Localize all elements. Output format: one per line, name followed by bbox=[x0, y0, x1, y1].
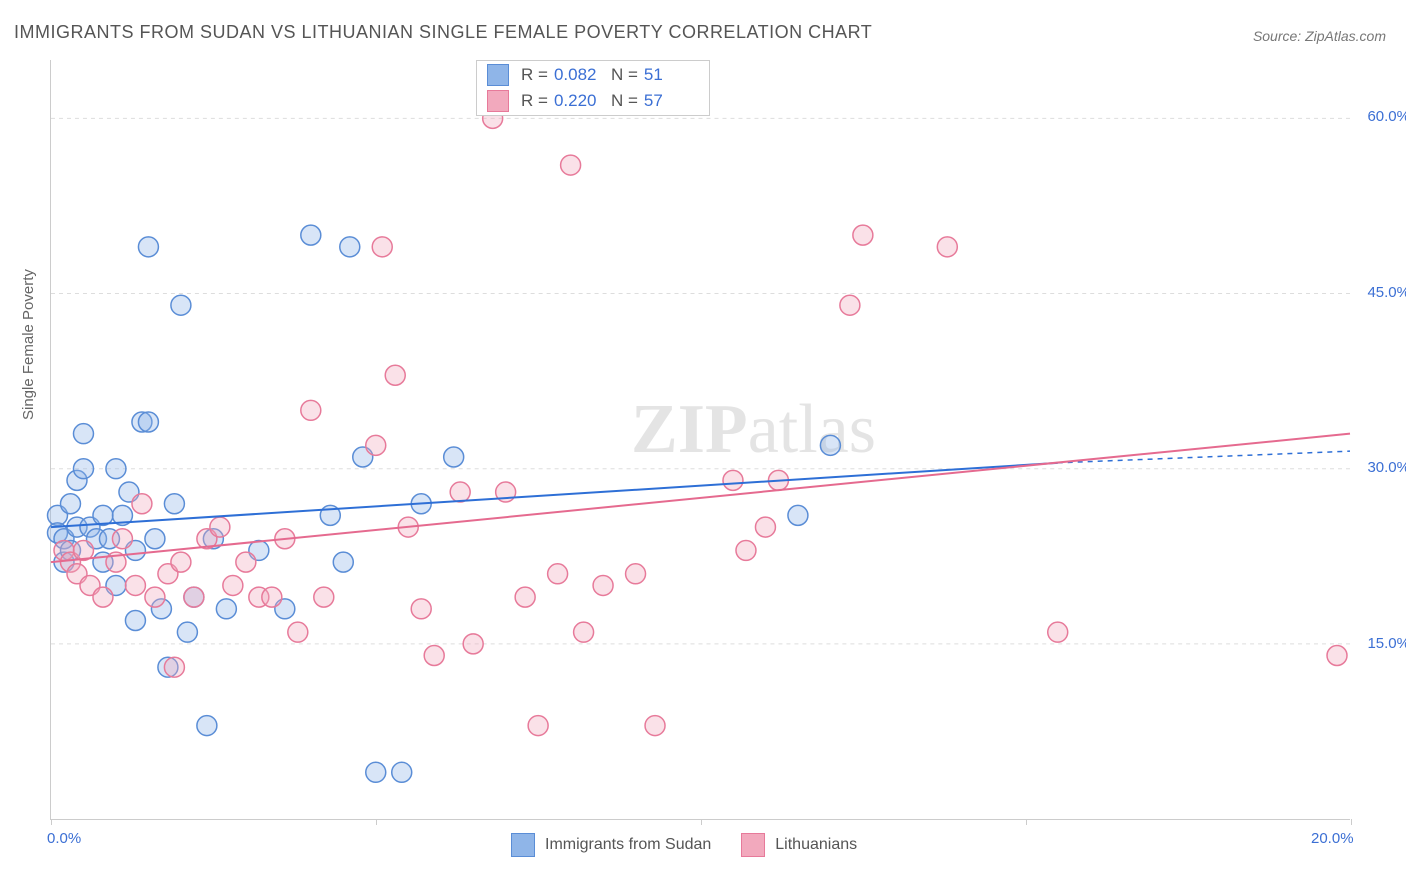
scatter-point bbox=[145, 587, 165, 607]
source-attribution: Source: ZipAtlas.com bbox=[1253, 28, 1386, 44]
scatter-point bbox=[788, 505, 808, 525]
scatter-point bbox=[314, 587, 334, 607]
scatter-point bbox=[164, 657, 184, 677]
scatter-point bbox=[444, 447, 464, 467]
scatter-point bbox=[463, 634, 483, 654]
stats-legend: R = 0.082 N = 51 R = 0.220 N = 57 bbox=[476, 60, 710, 116]
scatter-point bbox=[171, 295, 191, 315]
scatter-point bbox=[125, 611, 145, 631]
scatter-point bbox=[184, 587, 204, 607]
n-value-sudan: 51 bbox=[644, 65, 699, 85]
scatter-point bbox=[411, 599, 431, 619]
x-tick-mark bbox=[1026, 819, 1027, 825]
x-tick-mark bbox=[1351, 819, 1352, 825]
n-label: N = bbox=[611, 65, 638, 85]
scatter-point bbox=[840, 295, 860, 315]
scatter-point bbox=[132, 494, 152, 514]
legend-swatch-lith bbox=[741, 833, 765, 857]
scatter-point bbox=[216, 599, 236, 619]
y-tick-label: 15.0% bbox=[1367, 635, 1406, 652]
scatter-point bbox=[853, 225, 873, 245]
scatter-point bbox=[645, 716, 665, 736]
scatter-point bbox=[171, 552, 191, 572]
scatter-point bbox=[138, 412, 158, 432]
scatter-point bbox=[366, 435, 386, 455]
scatter-point bbox=[1048, 622, 1068, 642]
trend-line-extension bbox=[1058, 451, 1350, 463]
scatter-point bbox=[262, 587, 282, 607]
legend-label-sudan: Immigrants from Sudan bbox=[545, 836, 711, 854]
scatter-point bbox=[333, 552, 353, 572]
swatch-lith bbox=[487, 90, 509, 112]
scatter-point bbox=[112, 529, 132, 549]
trend-line bbox=[51, 434, 1350, 562]
x-tick-label: 20.0% bbox=[1311, 830, 1354, 847]
trend-line bbox=[51, 463, 1058, 527]
legend-swatch-sudan bbox=[511, 833, 535, 857]
scatter-point bbox=[145, 529, 165, 549]
scatter-point bbox=[366, 762, 386, 782]
legend-label-lith: Lithuanians bbox=[775, 836, 857, 854]
scatter-point bbox=[125, 575, 145, 595]
scatter-point bbox=[236, 552, 256, 572]
bottom-legend: Immigrants from Sudan Lithuanians bbox=[511, 833, 887, 857]
r-label: R = bbox=[521, 91, 548, 111]
scatter-point bbox=[301, 225, 321, 245]
n-value-lith: 57 bbox=[644, 91, 699, 111]
scatter-point bbox=[93, 587, 113, 607]
chart-svg bbox=[51, 60, 1350, 819]
scatter-point bbox=[288, 622, 308, 642]
scatter-point bbox=[60, 494, 80, 514]
scatter-point bbox=[450, 482, 470, 502]
scatter-point bbox=[755, 517, 775, 537]
scatter-point bbox=[138, 237, 158, 257]
y-axis-label: Single Female Poverty bbox=[20, 269, 37, 420]
chart-title: IMMIGRANTS FROM SUDAN VS LITHUANIAN SING… bbox=[14, 22, 872, 43]
scatter-point bbox=[548, 564, 568, 584]
scatter-point bbox=[723, 470, 743, 490]
scatter-point bbox=[574, 622, 594, 642]
x-tick-mark bbox=[376, 819, 377, 825]
scatter-point bbox=[301, 400, 321, 420]
scatter-point bbox=[210, 517, 230, 537]
scatter-point bbox=[106, 459, 126, 479]
x-tick-mark bbox=[51, 819, 52, 825]
scatter-point bbox=[515, 587, 535, 607]
n-label: N = bbox=[611, 91, 638, 111]
y-tick-label: 45.0% bbox=[1367, 284, 1406, 301]
plot-area: ZIPatlas R = 0.082 N = 51 R = 0.220 N = … bbox=[50, 60, 1350, 820]
scatter-point bbox=[223, 575, 243, 595]
scatter-point bbox=[1327, 646, 1347, 666]
r-value-lith: 0.220 bbox=[554, 91, 609, 111]
y-tick-label: 60.0% bbox=[1367, 108, 1406, 125]
scatter-point bbox=[593, 575, 613, 595]
scatter-point bbox=[820, 435, 840, 455]
x-tick-label: 0.0% bbox=[47, 830, 81, 847]
scatter-point bbox=[561, 155, 581, 175]
scatter-point bbox=[177, 622, 197, 642]
scatter-point bbox=[340, 237, 360, 257]
scatter-point bbox=[385, 365, 405, 385]
scatter-point bbox=[73, 424, 93, 444]
stats-row-sudan: R = 0.082 N = 51 bbox=[477, 62, 709, 88]
r-label: R = bbox=[521, 65, 548, 85]
scatter-point bbox=[626, 564, 646, 584]
scatter-point bbox=[197, 716, 217, 736]
scatter-point bbox=[392, 762, 412, 782]
scatter-point bbox=[424, 646, 444, 666]
scatter-point bbox=[164, 494, 184, 514]
stats-row-lith: R = 0.220 N = 57 bbox=[477, 88, 709, 114]
scatter-point bbox=[372, 237, 392, 257]
scatter-point bbox=[736, 540, 756, 560]
scatter-point bbox=[73, 459, 93, 479]
swatch-sudan bbox=[487, 64, 509, 86]
y-tick-label: 30.0% bbox=[1367, 459, 1406, 476]
scatter-point bbox=[937, 237, 957, 257]
r-value-sudan: 0.082 bbox=[554, 65, 609, 85]
scatter-point bbox=[528, 716, 548, 736]
x-tick-mark bbox=[701, 819, 702, 825]
